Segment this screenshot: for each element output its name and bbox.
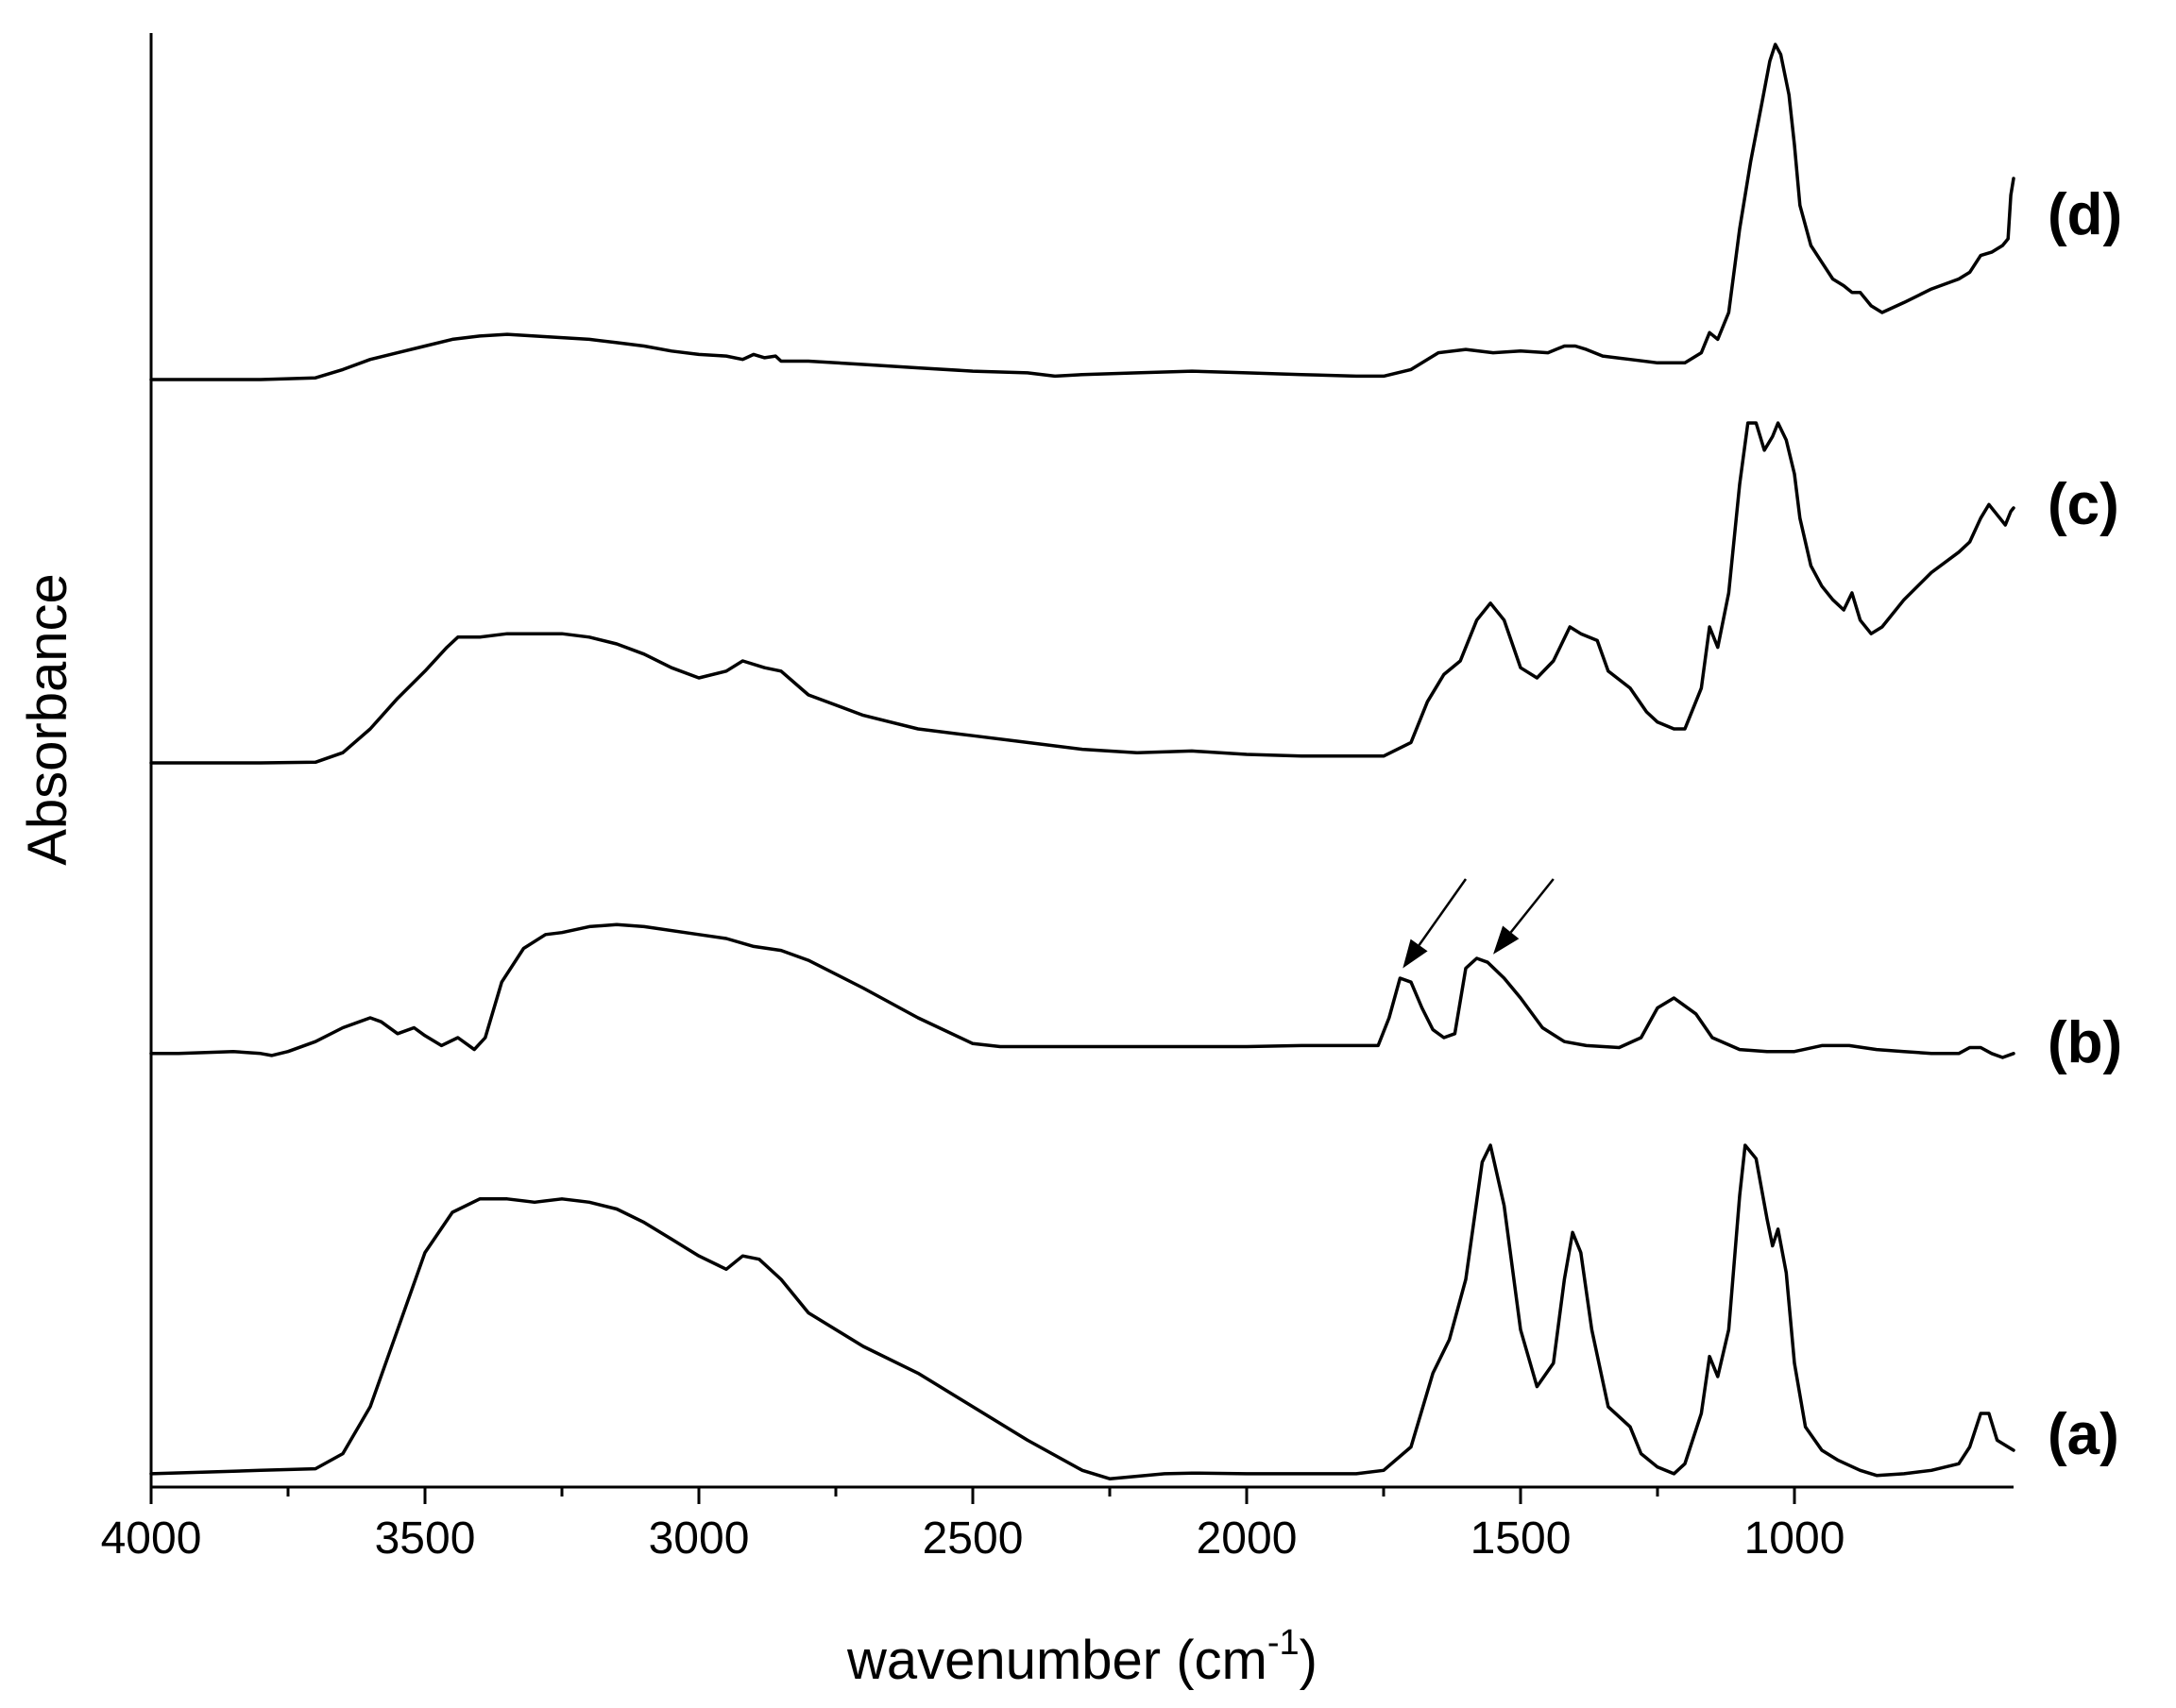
series-line-a <box>149 1143 2015 1480</box>
annotation-arrow-head-2 <box>1493 925 1520 955</box>
axes <box>149 33 2014 1489</box>
x-tick-label-4000: 4000 <box>101 1514 202 1564</box>
x-ticks <box>149 1487 1796 1504</box>
series-label-a: (a) <box>2048 1402 2119 1467</box>
series-line-d <box>149 42 2015 381</box>
x-axis-title: wavenumber (cm-1) <box>846 1623 1318 1691</box>
x-axis-title-main: wavenumber (cm <box>846 1630 1267 1691</box>
series-layer <box>149 42 2015 1480</box>
x-tick-label-3500: 3500 <box>375 1514 476 1564</box>
series-line-b <box>149 922 2015 1059</box>
x-tick-label-2500: 2500 <box>923 1514 1024 1564</box>
x-axis-title-close: ) <box>1300 1630 1318 1691</box>
annotation-arrow-line-1 <box>1418 878 1468 946</box>
x-tick-label-2000: 2000 <box>1197 1514 1298 1564</box>
x-axis-title-superscript: -1 <box>1267 1623 1300 1663</box>
series-label-c: (c) <box>2048 472 2119 537</box>
series-line-c <box>149 421 2015 765</box>
series-label-b: (b) <box>2048 1010 2122 1075</box>
annotation-arrow-head-1 <box>1402 939 1428 969</box>
x-tick-label-3000: 3000 <box>649 1514 750 1564</box>
series-labels: (a) (b) (c) (d) <box>2048 182 2122 1467</box>
annotation-arrow-line-2 <box>1509 878 1555 934</box>
x-tick-label-1000: 1000 <box>1744 1514 1845 1564</box>
annotation-layer <box>1402 878 1555 969</box>
x-tick-labels: 4000 3500 3000 2500 2000 1500 1000 <box>101 1514 1845 1564</box>
x-tick-label-1500: 1500 <box>1470 1514 1572 1564</box>
y-axis-title: Absorbance <box>17 573 78 866</box>
series-label-d: (d) <box>2048 182 2122 247</box>
